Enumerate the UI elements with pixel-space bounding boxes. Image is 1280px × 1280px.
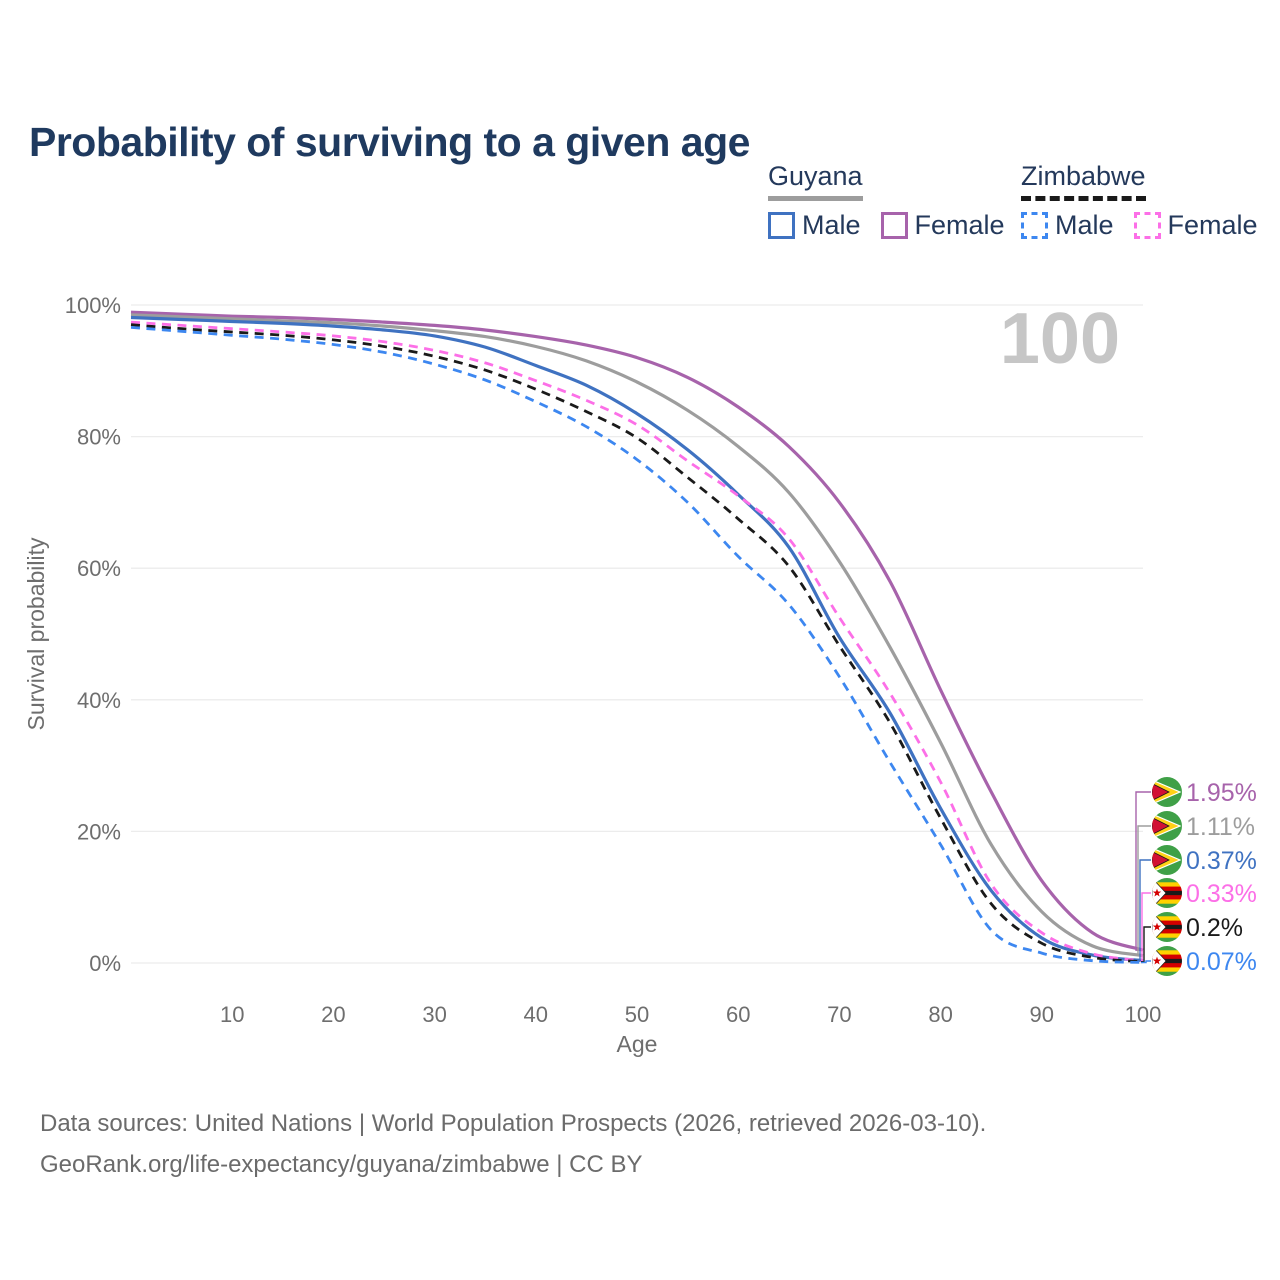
line-zimbabwe-female[interactable] <box>130 320 1144 963</box>
legend-label: Male <box>1055 209 1114 240</box>
end-label-connector-zimbabwe <box>1141 926 1151 963</box>
zimbabwe-male-swatch <box>1021 211 1048 239</box>
end-label-value-guyana: 1.11% <box>1186 813 1255 841</box>
y-tick-label-40: 40% <box>77 688 121 713</box>
guyana-male-swatch <box>768 211 795 239</box>
end-label-connector-zimbabwe-female <box>1141 892 1151 962</box>
legend-items-guyana: Male Female <box>768 210 1005 241</box>
y-tick-label-20: 20% <box>77 819 121 844</box>
line-zimbabwe-male[interactable] <box>130 326 1144 964</box>
page-title: Probability of surviving to a given age <box>29 119 750 166</box>
legend-item-guyana-male[interactable]: Male <box>768 210 861 241</box>
end-label-connector-guyana-male <box>1139 859 1151 962</box>
line-guyana-male[interactable] <box>130 315 1144 963</box>
x-tick-label-10: 10 <box>220 1002 244 1027</box>
watermark: 100 <box>1000 299 1120 379</box>
y-tick-label-80: 80% <box>77 425 121 450</box>
y-tick-label-60: 60% <box>77 556 121 581</box>
guyana-flag-icon <box>1152 777 1182 807</box>
guyana-female-swatch <box>880 211 908 239</box>
line-zimbabwe[interactable] <box>130 323 1144 964</box>
x-axis-title: Age <box>617 1031 658 1057</box>
y-tick-label-100: 100% <box>65 293 121 318</box>
legend-label: Male <box>802 209 861 240</box>
legend-items-zimbabwe: Male Female <box>1021 210 1258 241</box>
line-guyana-female[interactable] <box>130 310 1144 952</box>
y-tick-label-0: 0% <box>89 951 121 976</box>
zimbabwe-flag-icon <box>1152 912 1182 942</box>
end-label-connector-zimbabwe-male <box>1141 960 1151 964</box>
x-tick-label-40: 40 <box>524 1002 548 1027</box>
footer-data-sources: Data sources: United Nations | World Pop… <box>40 1110 987 1137</box>
x-tick-label-90: 90 <box>1030 1002 1054 1027</box>
zimbabwe-flag-icon <box>1152 946 1182 976</box>
x-tick-label-30: 30 <box>422 1002 446 1027</box>
zimbabwe-female-swatch <box>1133 211 1161 239</box>
legend-item-zimbabwe-male[interactable]: Male <box>1021 210 1114 241</box>
guyana-flag-icon <box>1152 811 1182 841</box>
end-label-value-guyana-male: 0.37% <box>1186 847 1257 875</box>
legend-label: Female <box>1167 209 1258 240</box>
x-tick-label-100: 100 <box>1125 1002 1162 1027</box>
legend-group-zimbabwe: Zimbabwe Male Female <box>1021 161 1258 241</box>
x-tick-label-60: 60 <box>726 1002 750 1027</box>
footer-attribution: GeoRank.org/life-expectancy/guyana/zimba… <box>40 1151 643 1178</box>
x-tick-label-50: 50 <box>625 1002 649 1027</box>
end-label-value-guyana-female: 1.95% <box>1186 779 1257 807</box>
line-guyana[interactable] <box>130 313 1144 958</box>
legend-country-guyana[interactable]: Guyana <box>768 161 863 201</box>
x-tick-label-80: 80 <box>928 1002 952 1027</box>
end-label-value-zimbabwe-female: 0.33% <box>1186 880 1257 908</box>
y-axis-title: Survival probability <box>23 537 49 731</box>
footer: Data sources: United Nations | World Pop… <box>40 1103 986 1185</box>
legend-item-zimbabwe-female[interactable]: Female <box>1133 209 1258 241</box>
end-label-value-zimbabwe: 0.2% <box>1186 914 1243 942</box>
x-tick-label-20: 20 <box>321 1002 345 1027</box>
legend-item-guyana-female[interactable]: Female <box>880 209 1005 241</box>
end-label-value-zimbabwe-male: 0.07% <box>1186 948 1257 976</box>
x-tick-label-70: 70 <box>827 1002 851 1027</box>
legend-country-zimbabwe[interactable]: Zimbabwe <box>1021 161 1146 201</box>
legend-group-guyana: Guyana Male Female <box>768 161 1005 241</box>
zimbabwe-flag-icon <box>1152 878 1182 908</box>
guyana-flag-icon <box>1152 845 1182 875</box>
legend-label: Female <box>914 209 1005 240</box>
